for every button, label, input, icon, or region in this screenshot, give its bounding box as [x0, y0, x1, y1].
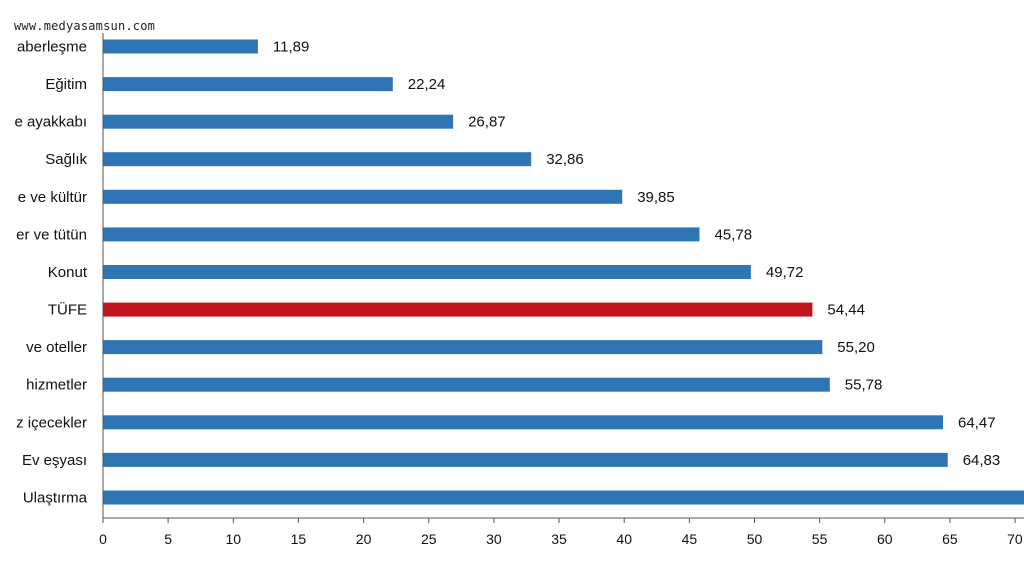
bar-3 [103, 114, 454, 129]
x-tick-label: 0 [99, 531, 107, 547]
bar-4 [103, 152, 532, 167]
x-tick-label: 40 [616, 531, 632, 547]
value-label: 55,78 [845, 377, 883, 394]
value-label: 45,78 [715, 226, 753, 243]
value-label: 64,83 [963, 452, 1001, 469]
category-label: Konut [48, 264, 88, 281]
x-tick-label: 70 [1007, 531, 1023, 547]
x-tick-label: 15 [291, 531, 307, 547]
value-label: 39,85 [637, 189, 675, 206]
watermark-text: www.medyasamsun.com [14, 19, 156, 33]
bar-13 [103, 490, 1024, 505]
bar-10 [103, 377, 830, 392]
bar-12 [103, 452, 948, 467]
x-tick-label: 25 [421, 531, 437, 547]
value-label: 32,86 [546, 151, 584, 168]
x-tick-label: 30 [486, 531, 502, 547]
x-tick-label: 60 [877, 531, 893, 547]
category-label: z içecekler [16, 414, 87, 431]
category-label: Eğitim [45, 76, 87, 93]
value-label: 64,47 [958, 414, 996, 431]
x-axis: 0 5 10 15 20 25 30 35 40 45 50 55 60 65 70 [99, 33, 1024, 547]
category-label: ve oteller [26, 339, 87, 356]
bar-7 [103, 265, 751, 279]
bars-layer [103, 39, 1024, 505]
value-label: 26,87 [468, 114, 506, 131]
category-label: aberleşme [17, 39, 87, 56]
category-label: e ayakkabı [14, 114, 87, 131]
bar-2 [103, 77, 393, 92]
category-label: e ve kültür [18, 189, 87, 206]
value-label: 11,89 [273, 39, 309, 56]
bar-8 [103, 302, 813, 317]
bar-1 [103, 39, 258, 54]
x-tick-label: 45 [682, 531, 698, 547]
x-tick-label: 5 [164, 531, 172, 547]
bar-6 [103, 227, 700, 242]
value-label: 54,44 [827, 302, 865, 319]
value-label: 49,72 [766, 264, 804, 281]
category-label: er ve tütün [16, 226, 87, 243]
labels-layer: aberleşme 11,89 Eğitim 22,24 e ayakkabı 26,87… [14, 39, 1000, 507]
value-label: 55,20 [837, 339, 875, 356]
bar-5 [103, 189, 623, 204]
x-tick-label: 50 [747, 531, 763, 547]
category-label: Sağlık [45, 151, 87, 168]
category-label: Ev eşyası [22, 452, 87, 469]
category-label: Ulaştırma [23, 490, 88, 507]
category-label: TÜFE [48, 301, 87, 319]
x-tick-label: 55 [812, 531, 828, 547]
category-label: hizmetler [26, 377, 87, 394]
x-tick-label: 10 [226, 531, 242, 547]
bar-9 [103, 340, 823, 355]
value-label: 22,24 [408, 76, 446, 93]
x-tick-label: 65 [942, 531, 958, 547]
x-tick-label: 35 [551, 531, 567, 547]
x-tick-label: 20 [356, 531, 372, 547]
bar-11 [103, 415, 943, 430]
